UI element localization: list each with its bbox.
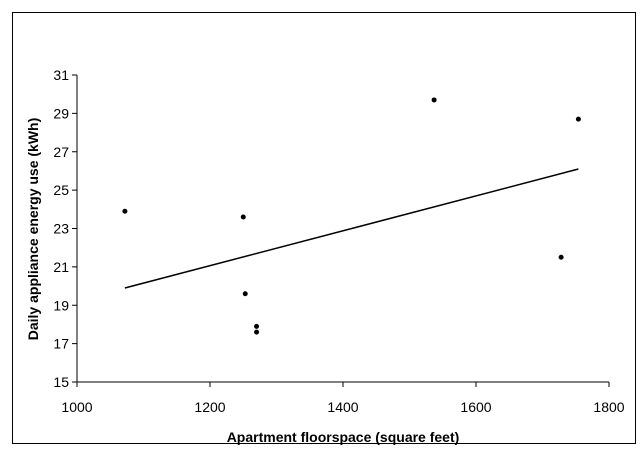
axes (76, 75, 609, 383)
data-point (240, 214, 246, 220)
x-tick-label: 1200 (194, 399, 225, 415)
trendline-group (124, 168, 579, 289)
x-tick-label: 1400 (327, 399, 358, 415)
data-point (558, 254, 564, 260)
data-point (242, 291, 248, 297)
y-tick-label: 25 (53, 182, 69, 198)
x-axis-ticks: 1000 1200 1400 1600 1800 (61, 382, 625, 415)
y-tick-label: 15 (53, 374, 69, 390)
y-tick-label: 27 (53, 144, 69, 160)
y-tick-label: 23 (53, 221, 69, 237)
data-point (122, 208, 128, 214)
x-axis-title: Apartment floorspace (square feet) (227, 429, 460, 445)
x-tick-label: 1600 (460, 399, 491, 415)
y-tick-label: 29 (53, 105, 69, 121)
y-axis-title: Daily appliance energy use (kWh) (25, 118, 41, 341)
y-axis-ticks: 15 17 19 21 23 25 27 29 31 (53, 67, 77, 390)
x-tick-label: 1000 (61, 399, 92, 415)
trendline (124, 168, 579, 289)
data-point (575, 116, 581, 122)
x-tick-label: 1800 (593, 399, 624, 415)
chart-frame (12, 12, 636, 444)
y-tick-label: 31 (53, 67, 69, 83)
data-point (431, 97, 437, 103)
y-tick-label: 21 (53, 259, 69, 275)
data-point (254, 329, 260, 335)
data-points (122, 97, 581, 335)
y-tick-label: 17 (53, 336, 69, 352)
data-point (254, 323, 260, 329)
y-tick-label: 19 (53, 297, 69, 313)
